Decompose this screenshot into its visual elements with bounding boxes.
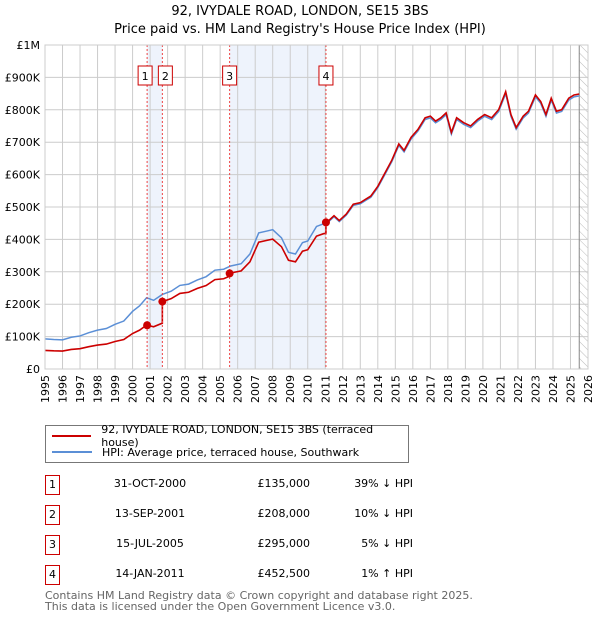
legend-item-price: 92, IVYDALE ROAD, LONDON, SE15 3BS (terr… (52, 423, 408, 449)
legend-item-hpi: HPI: Average price, terraced house, Sout… (52, 444, 359, 460)
footer-licence: This data is licensed under the Open Gov… (45, 600, 396, 613)
sale-number-badge: 3 (45, 535, 60, 555)
x-tick-label: 1997 (74, 375, 87, 403)
x-tick-label: 2004 (197, 375, 210, 403)
sale-point (143, 321, 152, 330)
legend-swatch-price (52, 435, 92, 437)
sale-date: 13-SEP-2001 (114, 507, 186, 520)
x-tick-label: 2014 (372, 375, 385, 403)
x-tick-label: 2005 (214, 375, 227, 403)
x-tick-label: 2010 (302, 375, 315, 403)
legend-swatch-hpi (52, 451, 92, 453)
x-tick-label: 2020 (477, 375, 490, 403)
legend-label-hpi: HPI: Average price, terraced house, Sout… (102, 445, 360, 459)
sale-hpi-diff: 1% ↑ HPI (361, 567, 413, 580)
x-tick-label: 2013 (354, 375, 367, 403)
sale-point (158, 297, 167, 306)
y-tick-label: £1M (17, 39, 41, 52)
sale-row: 4 14-JAN-2011 £452,500 1% ↑ HPI (45, 565, 413, 585)
sale-label-box (137, 65, 153, 86)
x-tick-label: 2024 (547, 375, 560, 403)
sale-hpi-diff: 5% ↓ HPI (361, 537, 413, 550)
x-tick-label: 2017 (424, 375, 437, 403)
sale-price: £452,500 (257, 567, 311, 580)
sale-date: 31-OCT-2000 (113, 477, 187, 490)
legend: 92, IVYDALE ROAD, LONDON, SE15 3BS (terr… (45, 423, 409, 463)
sale-point (225, 269, 234, 278)
x-tick-label: 2015 (389, 375, 402, 403)
x-tick-label: 1996 (57, 375, 70, 403)
title-line: 92, IVYDALE ROAD, LONDON, SE15 3BS (171, 4, 429, 19)
x-tick-label: 2012 (337, 375, 350, 403)
y-tick-label: £400K (5, 233, 41, 246)
sale-price: £295,000 (257, 537, 311, 550)
y-tick-label: £300K (5, 266, 41, 279)
y-tick-label: £600K (5, 169, 41, 182)
x-tick-label: 2025 (564, 375, 577, 403)
plot-border (44, 44, 589, 370)
sale-label-number: 2 (162, 70, 169, 83)
x-tick-label: 2023 (529, 375, 542, 403)
sale-label-number: 1 (142, 70, 149, 83)
sale-number-badge: 4 (45, 565, 60, 585)
x-tick-label: 2002 (162, 375, 175, 403)
x-tick-label: 2009 (284, 375, 297, 403)
sale-row: 2 13-SEP-2001 £208,000 10% ↓ HPI (45, 505, 413, 525)
y-tick-label: £0 (26, 363, 40, 376)
subtitle-line: Price paid vs. HM Land Registry's House … (114, 22, 486, 37)
x-tick-label: 2006 (232, 375, 245, 403)
sale-price: £135,000 (257, 477, 311, 490)
x-tick-label: 2008 (267, 375, 280, 403)
y-tick-label: £200K (5, 298, 41, 311)
x-tick-label: 2016 (407, 375, 420, 403)
sale-label-number: 3 (226, 70, 233, 83)
y-tick-label: £500K (5, 201, 41, 214)
sale-date: 15-JUL-2005 (116, 537, 184, 550)
sale-number-badge: 1 (45, 475, 60, 495)
sale-label-number: 4 (322, 70, 329, 83)
x-tick-label: 2007 (249, 375, 262, 403)
price-chart: 1995 1996 1997 1998 1999 2000 2001 2002 2003 2004… (5, 39, 595, 403)
chart-title: 92, IVYDALE ROAD, LONDON, SE15 3BS Price… (0, 3, 600, 39)
sale-hpi-diff: 39% ↓ HPI (354, 477, 413, 490)
x-tick-label: 2022 (512, 375, 525, 403)
x-tick-label: 2003 (179, 375, 192, 403)
y-tick-label: £800K (5, 104, 41, 117)
x-tick-label: 1998 (92, 375, 105, 403)
x-tick-label: 2011 (319, 375, 332, 403)
footer-copyright: Contains HM Land Registry data © Crown c… (45, 589, 473, 602)
x-tick-label: 2000 (127, 375, 140, 403)
y-tick-label: £700K (5, 136, 41, 149)
sale-label-box (318, 65, 334, 86)
x-tick-label: 1995 (39, 375, 52, 403)
x-tick-label: 2021 (494, 375, 507, 403)
x-tick-label: 2001 (144, 375, 157, 403)
sale-label-box (222, 65, 238, 86)
x-tick-label: 2018 (442, 375, 455, 403)
x-tick-label: 1999 (109, 375, 122, 403)
sale-row: 1 31-OCT-2000 £135,000 39% ↓ HPI (45, 475, 413, 495)
sale-price: £208,000 (257, 507, 311, 520)
y-tick-label: £100K (5, 331, 41, 344)
sale-label-box (157, 65, 173, 86)
x-tick-label: 2026 (582, 375, 595, 403)
sale-number-badge: 2 (45, 505, 60, 525)
sale-date: 14-JAN-2011 (115, 567, 185, 580)
sale-row: 3 15-JUL-2005 £295,000 5% ↓ HPI (45, 535, 413, 555)
x-tick-label: 2019 (459, 375, 472, 403)
y-tick-label: £900K (5, 71, 41, 84)
legend-label-price: 92, IVYDALE ROAD, LONDON, SE15 3BS (terr… (101, 423, 374, 449)
sale-point (321, 218, 330, 227)
sale-hpi-diff: 10% ↓ HPI (354, 507, 413, 520)
